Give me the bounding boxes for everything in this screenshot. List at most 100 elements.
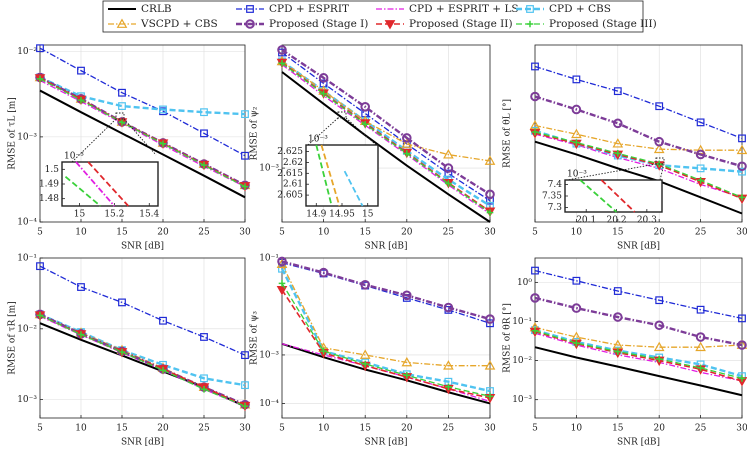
axes-frame <box>281 44 491 223</box>
x-axis-label: SNR [dB] <box>364 242 407 252</box>
series-line <box>534 131 743 198</box>
inset-line <box>315 144 333 207</box>
inset-frame <box>61 161 159 207</box>
marker <box>485 314 495 324</box>
marker <box>241 151 249 160</box>
marker <box>360 279 371 290</box>
marker <box>655 102 664 111</box>
marker <box>36 312 44 319</box>
marker <box>77 331 85 338</box>
marker <box>572 75 581 84</box>
x-tick-label: 30 <box>239 424 251 434</box>
x-axis-label: SNR [dB] <box>121 242 164 252</box>
inset-scale-label: 10⁻³ <box>64 152 84 162</box>
marker <box>445 383 452 391</box>
marker <box>402 133 412 143</box>
series-line <box>281 60 491 162</box>
y-tick-label: 10⁻⁴ <box>259 399 279 409</box>
series-line <box>534 140 743 215</box>
marker <box>531 128 539 136</box>
marker <box>696 118 705 127</box>
marker <box>36 262 44 271</box>
panel: 5 10 15 20 25 30 10⁻³ 10⁻² 10⁻¹ 10⁰ SNR [dB] RMSE o… <box>503 257 747 448</box>
connector <box>71 118 117 163</box>
marker <box>159 366 167 374</box>
marker <box>443 302 454 313</box>
x-tick-label: 5 <box>37 424 43 434</box>
y-tick-label: 10⁻³ <box>17 132 37 142</box>
marker <box>360 102 371 112</box>
series-line <box>534 95 743 168</box>
marker <box>320 90 327 98</box>
marker <box>118 88 126 97</box>
marker <box>484 360 496 370</box>
marker <box>77 66 85 75</box>
marker <box>241 351 249 360</box>
marker <box>443 163 454 173</box>
marker <box>159 316 167 325</box>
legend-label: VSCPD + CBS <box>140 18 218 30</box>
marker <box>484 155 496 165</box>
x-axis-label: SNR [dB] <box>617 438 660 448</box>
marker <box>531 266 539 275</box>
inset-y-tick-label: 2.62 <box>283 158 303 168</box>
x-tick-label: 15 <box>116 228 128 238</box>
marker <box>738 194 746 201</box>
x-axis-label: SNR [dB] <box>121 438 164 448</box>
marker <box>200 108 208 117</box>
legend-label: CPD + CBS <box>549 3 611 15</box>
y-axis-label: RMSE of ψ₃ <box>250 311 260 365</box>
series-line <box>534 124 742 151</box>
inset-line <box>579 179 618 213</box>
y-tick-label: 10⁻¹ <box>512 317 532 327</box>
marker <box>361 120 369 128</box>
marker <box>77 96 85 104</box>
marker <box>318 73 329 83</box>
x-tick-label: 15 <box>359 424 371 434</box>
marker <box>486 319 494 328</box>
marker <box>241 381 249 390</box>
marker <box>571 104 582 115</box>
inset-line <box>320 144 341 207</box>
inset-x-tick-label: 15.4 <box>139 210 159 220</box>
x-tick-label: 25 <box>443 228 455 238</box>
series-line <box>39 89 246 199</box>
series-line <box>281 260 491 321</box>
marker <box>486 209 494 216</box>
x-tick-label: 25 <box>198 228 210 238</box>
axes-frame <box>39 44 246 223</box>
x-tick-label: 30 <box>736 424 747 434</box>
connector <box>307 117 339 146</box>
y-tick-label: 10⁻³ <box>259 350 279 360</box>
marker <box>320 347 327 355</box>
axes-frame <box>281 257 491 419</box>
series-line <box>534 296 743 347</box>
y-axis-label: RMSE of θL [°] <box>503 99 513 168</box>
marker <box>696 164 705 173</box>
series-line <box>281 62 491 214</box>
legend-label: CPD + ESPRIT + LS <box>409 3 519 15</box>
series-line <box>280 268 491 393</box>
marker <box>612 138 624 148</box>
marker <box>655 355 663 363</box>
x-tick-label: 25 <box>443 424 455 434</box>
series-line <box>281 60 491 207</box>
inset-line <box>343 170 364 207</box>
marker <box>402 290 412 301</box>
series-line <box>534 326 743 348</box>
marker <box>241 402 249 410</box>
marker <box>653 341 665 352</box>
marker <box>738 167 746 176</box>
y-axis-label: RMSE of τR [m] <box>8 301 18 374</box>
legend: CRLB CPD + ESPRIT CPD + ESPRIT + LS CPD + C… <box>108 3 657 30</box>
marker <box>613 118 623 129</box>
series-line <box>534 133 743 198</box>
marker <box>278 280 286 287</box>
marker <box>241 183 249 190</box>
marker <box>572 276 581 285</box>
x-tick-label: 5 <box>37 228 43 238</box>
marker <box>77 283 85 291</box>
marker <box>486 393 494 400</box>
series-line <box>534 132 743 200</box>
